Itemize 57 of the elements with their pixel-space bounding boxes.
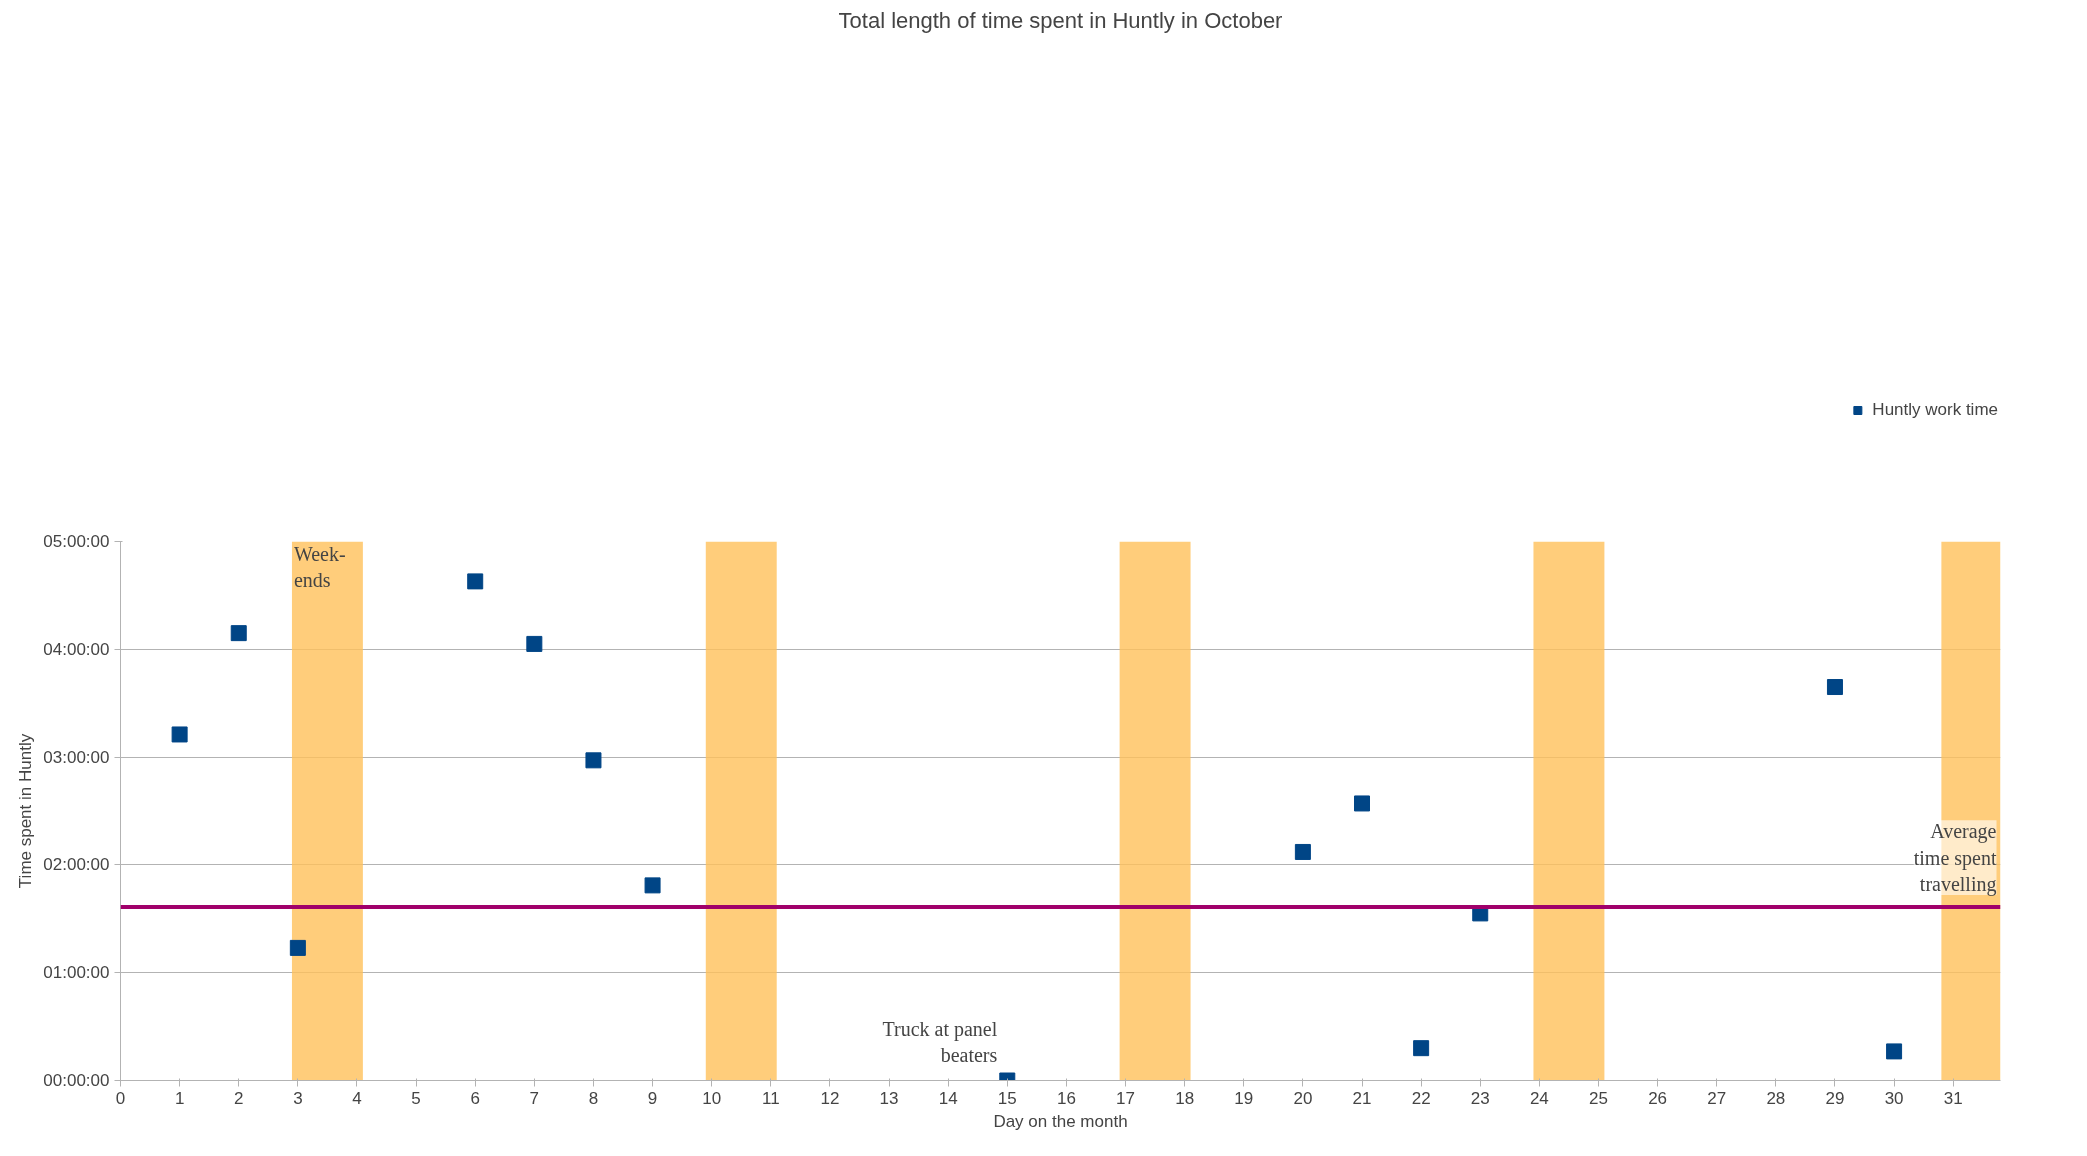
annotation: Truck at panel beaters [882, 1018, 998, 1067]
x-tick-label: 1 [174, 1088, 185, 1108]
x-tick-label: 15 [997, 1088, 1017, 1108]
y-axis-title: Time spent in Huntly [16, 733, 36, 889]
x-tick-label: 21 [1352, 1088, 1372, 1108]
x-tick-label: 27 [1707, 1088, 1727, 1108]
x-tick-label: 13 [879, 1088, 899, 1108]
point [526, 635, 543, 652]
x-tick-label: 3 [293, 1088, 303, 1108]
x-tick-label: 18 [1175, 1088, 1195, 1108]
point [289, 939, 306, 956]
point [171, 726, 188, 743]
point [1294, 843, 1311, 860]
x-tick-label: 17 [1116, 1088, 1135, 1108]
y-tick-label: 03:00:00 [43, 747, 110, 767]
y-tick-label: 02:00:00 [43, 855, 110, 875]
point [585, 752, 602, 769]
point [230, 625, 247, 642]
y-tick-label: 00:00:00 [43, 1071, 110, 1090]
x-tick-label: 12 [820, 1088, 840, 1108]
x-tick-label: 11 [761, 1088, 780, 1108]
x-tick-label: 8 [588, 1088, 599, 1108]
point [1354, 795, 1371, 812]
point [467, 573, 484, 590]
x-tick-label: 5 [411, 1088, 421, 1108]
x-tick-label: 20 [1293, 1088, 1313, 1108]
x-tick-label: 26 [1648, 1088, 1668, 1108]
x-tick-label: 30 [1884, 1088, 1904, 1108]
x-tick-label: 31 [1943, 1088, 1963, 1108]
legend-label: Huntly work time [1872, 400, 1998, 420]
x-tick-label: 14 [938, 1088, 958, 1108]
x-tick-label: 0 [115, 1088, 126, 1108]
y-tick-label: 05:00:00 [43, 532, 110, 551]
y-tick-label: 04:00:00 [43, 639, 110, 659]
x-tick-label: 4 [352, 1088, 362, 1108]
point [644, 877, 661, 894]
x-tick-label: 29 [1825, 1088, 1845, 1108]
chart-title: Total length of time spent in Huntly in October [838, 7, 1283, 33]
ref-line-label: Average time spent travelling [1913, 820, 1997, 896]
x-axis-title: Day on the month [993, 1111, 1128, 1131]
point [1826, 679, 1843, 696]
x-tick-label: 2 [234, 1088, 244, 1108]
x-tick-label: 19 [1234, 1088, 1254, 1108]
point [1886, 1043, 1903, 1060]
x-tick-label: 28 [1766, 1088, 1786, 1108]
x-tick-label: 25 [1589, 1088, 1608, 1108]
point [1413, 1040, 1430, 1057]
x-tick-label: 23 [1470, 1088, 1490, 1108]
band-label: Week-ends [293, 543, 346, 592]
x-tick-label: 16 [1056, 1088, 1076, 1108]
x-tick-label: 10 [702, 1088, 722, 1108]
x-tick-label: 6 [470, 1088, 480, 1108]
x-tick-label: 7 [529, 1088, 540, 1108]
x-tick-label: 22 [1411, 1088, 1431, 1108]
x-tick-label: 24 [1529, 1088, 1549, 1108]
x-tick-label: 9 [647, 1088, 658, 1108]
y-tick-label: 01:00:00 [43, 963, 110, 983]
